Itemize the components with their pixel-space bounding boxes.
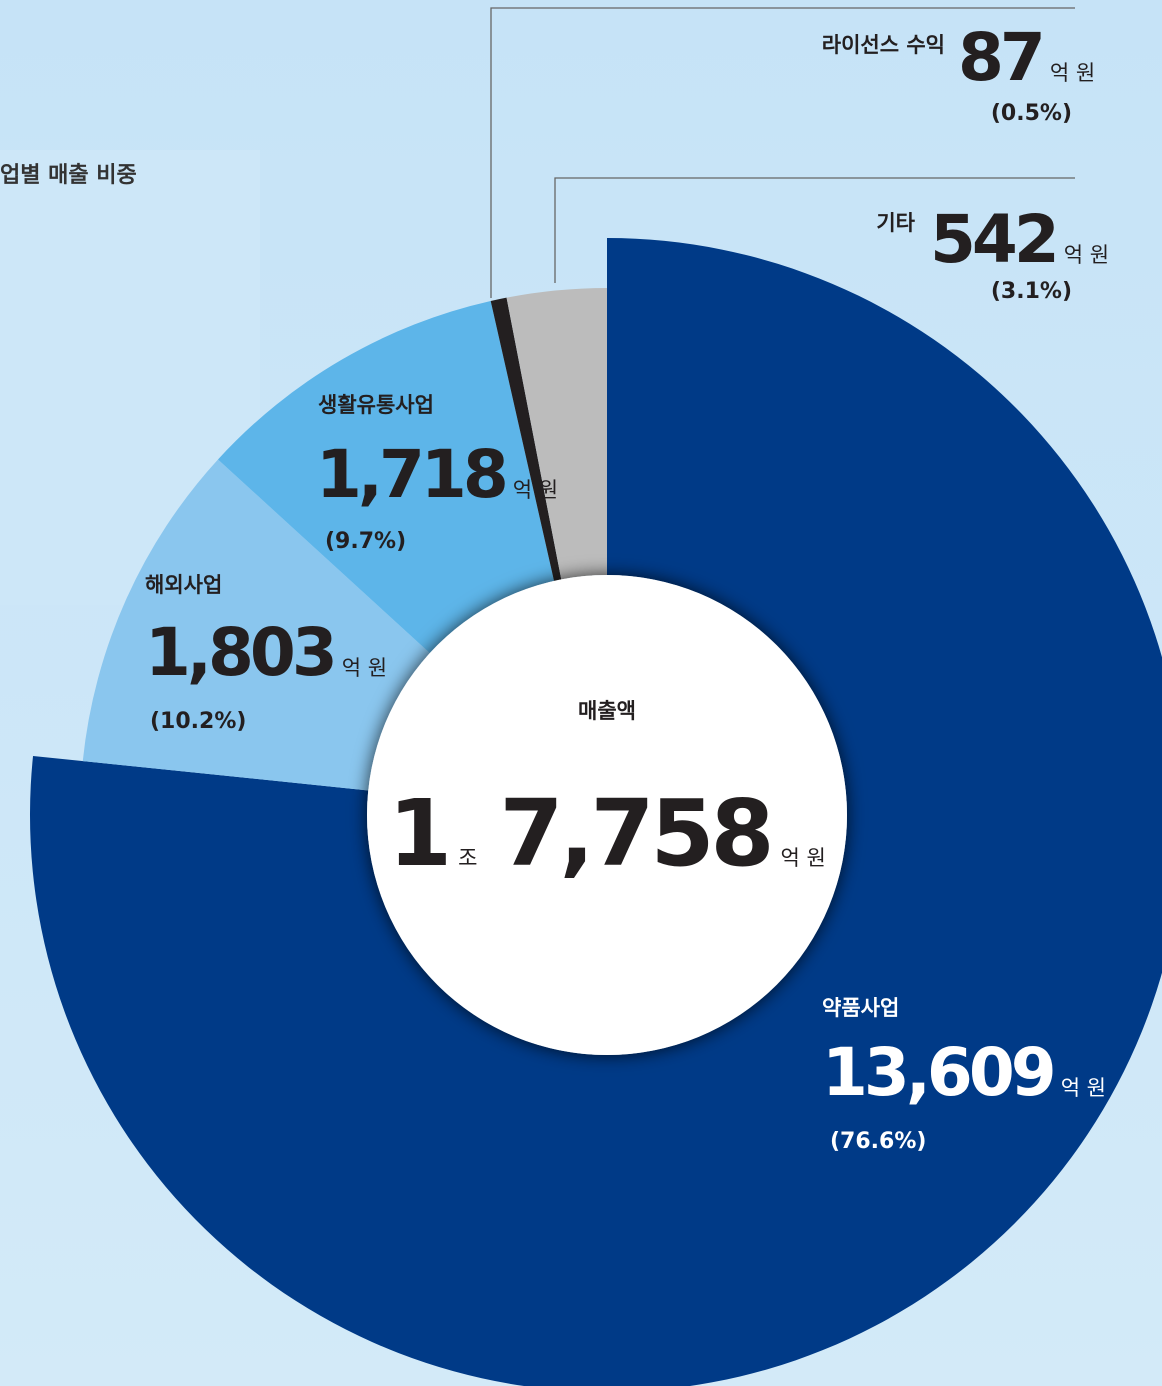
slices xyxy=(30,238,1162,1386)
percent-label: (0.5%) xyxy=(991,101,1072,126)
slice-value: 542 억 원 xyxy=(930,201,1109,278)
value-label: 1,803 xyxy=(145,614,334,691)
percent-label: (3.1%) xyxy=(991,279,1072,304)
slice xyxy=(30,238,1162,1386)
slice xyxy=(217,300,555,654)
unit-label: 억 원 xyxy=(1050,61,1095,85)
labels: 약품사업 13,609 억 원 (76.6%) 해외사업 1,803 억 원 (10.2%) 생… xyxy=(145,19,1109,1154)
slice xyxy=(506,288,607,580)
leader-line xyxy=(554,177,1075,283)
slice-name: 생활유통사업 xyxy=(318,393,434,417)
percent-label: (9.7%) xyxy=(325,529,406,554)
slice-name: 약품사업 xyxy=(822,996,899,1020)
slice-value: 87 억 원 xyxy=(958,19,1095,96)
center-label: 매출액 xyxy=(578,699,636,723)
slice xyxy=(82,459,430,791)
percent-label: (76.6%) xyxy=(830,1129,926,1154)
slice-value: 1,803 억 원 xyxy=(145,614,387,691)
center-rest: 7,758 xyxy=(500,780,771,887)
center-unit: 억 원 xyxy=(781,846,826,870)
center-total: 1 조 7,758 억 원 xyxy=(388,780,826,887)
slice-value: 13,609 억 원 xyxy=(822,1034,1106,1111)
unit-label: 억 원 xyxy=(513,478,558,502)
unit-label: 억 원 xyxy=(342,656,387,680)
slice-name: 라이선스 수익 xyxy=(822,33,945,57)
slice xyxy=(490,297,562,581)
donut-hole xyxy=(367,575,847,1055)
percent-label: (10.2%) xyxy=(150,709,246,734)
slice-name: 해외사업 xyxy=(145,573,222,597)
value-label: 13,609 xyxy=(822,1034,1053,1111)
leader-line xyxy=(490,7,1075,298)
slice-name: 기타 xyxy=(876,211,915,235)
chart-title: 업별 매출 비중 xyxy=(0,163,137,188)
unit-label: 억 원 xyxy=(1064,243,1109,267)
unit-label: 억 원 xyxy=(1061,1076,1106,1100)
center-trillion: 1 xyxy=(388,780,448,887)
value-label: 87 xyxy=(958,19,1042,96)
value-label: 1,718 xyxy=(316,436,505,513)
center-trillion-unit: 조 xyxy=(458,846,477,870)
value-label: 542 xyxy=(930,201,1056,278)
slice-value: 1,718 억 원 xyxy=(316,436,558,513)
